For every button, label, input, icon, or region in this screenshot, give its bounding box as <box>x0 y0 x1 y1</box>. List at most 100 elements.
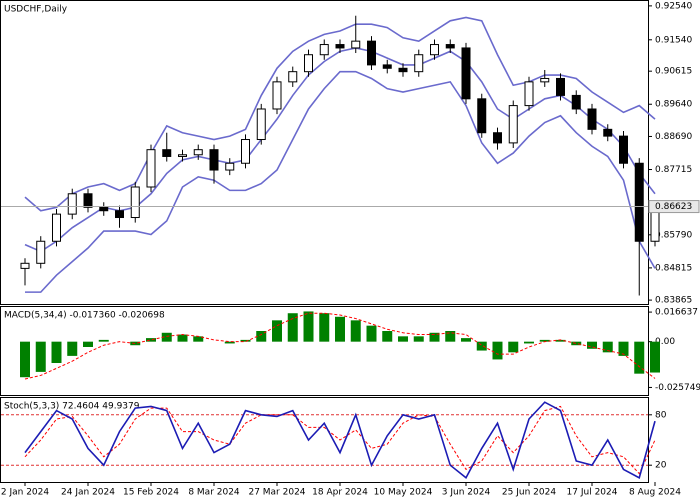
candle-body <box>115 210 124 219</box>
macd-bar <box>130 341 141 346</box>
macd-bar <box>382 331 393 342</box>
candle-body <box>130 186 140 219</box>
macd-bar <box>161 332 172 342</box>
candle-body <box>556 77 565 96</box>
macd-bar <box>240 339 251 342</box>
macd-bar <box>20 341 30 378</box>
candle-body <box>288 71 298 83</box>
x-tick-label: 25 Jun 2024 <box>502 488 556 498</box>
stoch-panel <box>0 397 649 483</box>
candle-body <box>524 81 534 107</box>
y-tick-label: 20 <box>655 461 667 471</box>
macd-bar <box>366 325 377 342</box>
macd-bar <box>555 339 566 342</box>
macd-bar <box>461 338 471 342</box>
y-tick-label: 0.85790 <box>655 230 692 240</box>
y-tick-label: 0.92540 <box>655 1 692 11</box>
candle-body <box>241 139 250 164</box>
macd-bar <box>539 339 550 342</box>
y-tick-label: 0.90615 <box>655 67 692 77</box>
price-panel <box>0 0 649 305</box>
candle-body <box>319 44 329 56</box>
macd-bar <box>429 332 440 342</box>
macd-bar <box>618 341 629 356</box>
macd-bar <box>83 341 93 347</box>
candle-body <box>162 149 172 157</box>
band-upper <box>24 16 656 212</box>
stoch-title: Stoch(5,3,3) 72.4604 49.9379 <box>4 402 140 412</box>
macd-bar <box>319 313 330 342</box>
candle-body <box>367 40 376 66</box>
candle-body <box>571 94 581 110</box>
y-tick-label: 0.91540 <box>655 35 692 45</box>
y-tick-label: 0.00 <box>655 337 675 347</box>
y-tick-label: 0.84815 <box>655 263 692 273</box>
macd-title: MACD(5,34,4) -0.017360 -0.020698 <box>4 311 165 321</box>
candle-body <box>209 149 219 171</box>
candle-body <box>493 132 502 144</box>
y-tick-label: 0.89640 <box>655 100 692 110</box>
candle-body <box>256 108 266 141</box>
macd-panel <box>0 306 649 396</box>
macd-signal <box>24 312 656 380</box>
candle-body <box>67 193 77 215</box>
candle-body <box>20 262 30 269</box>
candle-body <box>540 77 550 83</box>
candle-body <box>225 162 235 171</box>
macd-bar <box>193 336 204 342</box>
candle-body <box>508 105 518 144</box>
macd-bar <box>335 316 345 342</box>
candle-body <box>52 213 61 242</box>
candle-body <box>461 47 471 100</box>
candle-body <box>146 149 156 188</box>
candle-body <box>382 64 392 69</box>
last-price-box <box>648 200 700 214</box>
candle-body <box>603 128 613 137</box>
x-tick-label: 18 Apr 2024 <box>312 488 368 498</box>
candle-body <box>335 44 345 49</box>
macd-bar <box>35 341 46 372</box>
y-tick-label: 0.83865 <box>655 296 692 306</box>
macd-bar <box>587 341 597 349</box>
macd-bar <box>177 334 188 342</box>
candle-body <box>398 67 408 73</box>
x-tick-label: 8 Aug 2024 <box>629 488 681 498</box>
x-tick-label: 15 Feb 2024 <box>123 488 179 498</box>
x-tick-label: 10 May 2024 <box>374 488 433 498</box>
candle-body <box>272 81 282 110</box>
x-tick-label: 24 Jan 2024 <box>61 488 115 498</box>
x-tick-label: 17 Jul 2024 <box>567 488 618 498</box>
macd-bar <box>287 313 298 342</box>
candle-body <box>351 40 361 49</box>
candle-body <box>445 44 455 49</box>
macd-bar <box>98 339 109 342</box>
x-tick-label: 27 Mar 2024 <box>248 488 305 498</box>
macd-bar <box>256 331 267 342</box>
candle-body <box>587 108 597 130</box>
candle-body <box>430 44 439 56</box>
y-tick-label: 0.88690 <box>655 132 692 142</box>
y-tick-label: 0.87715 <box>655 165 692 175</box>
stoch-main <box>24 401 656 480</box>
price-title: USDCHF,Daily <box>4 5 68 15</box>
x-tick-label: 3 Jun 2024 <box>442 488 491 498</box>
macd-bar <box>445 331 456 342</box>
macd-bar <box>476 341 487 351</box>
macd-bar <box>413 336 424 342</box>
macd-bar <box>492 341 503 360</box>
candle-body <box>304 54 313 73</box>
macd-bar <box>508 341 519 353</box>
macd-bar <box>350 320 361 342</box>
macd-bar <box>224 341 235 344</box>
x-tick-label: 8 Mar 2024 <box>188 488 240 498</box>
candle-body <box>193 149 203 156</box>
candle-body <box>36 240 46 264</box>
macd-bar <box>524 341 534 344</box>
macd-bar <box>602 341 613 353</box>
x-tick-label: 2 Jan 2024 <box>1 488 49 498</box>
macd-bar <box>67 341 78 356</box>
macd-bar <box>398 336 408 342</box>
candle-body <box>99 206 109 212</box>
